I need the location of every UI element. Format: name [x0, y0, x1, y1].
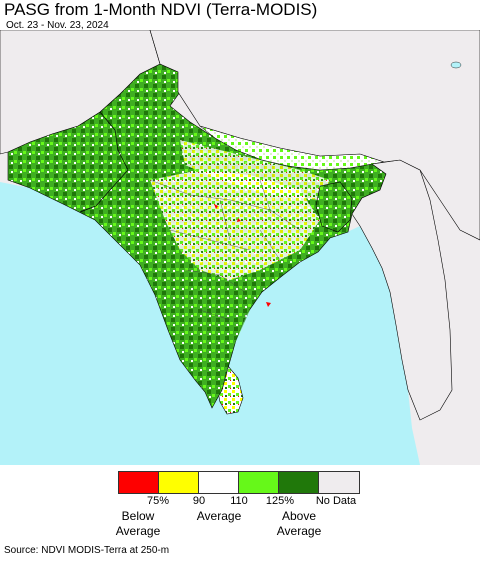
- legend-tick-no-data: No Data: [315, 495, 357, 507]
- legend-label-below-average: Below Average: [115, 509, 161, 538]
- bangladesh: [315, 181, 353, 233]
- legend-label-average: Average: [196, 509, 242, 523]
- date-range: Oct. 23 - Nov. 23, 2024: [6, 20, 109, 31]
- deccan-region: [175, 280, 250, 375]
- legend-tick-90: 90: [192, 495, 206, 507]
- legend-swatch-above-strong: [279, 472, 319, 493]
- legend-swatch-below: [159, 472, 199, 493]
- ocean-area: [0, 182, 420, 465]
- tibet-region: [149, 30, 480, 241]
- legend-label-above-average: Above Average: [276, 509, 322, 538]
- pakistan-india-border: [79, 111, 129, 213]
- legend-tick-75: 75%: [146, 495, 170, 507]
- legend-swatches: [118, 471, 360, 494]
- source-note: Source: NDVI MODIS-Terra at 250-m: [4, 545, 170, 556]
- gangetic-plain: [180, 140, 330, 200]
- legend-swatch-no-data: [319, 472, 359, 493]
- legend-swatch-average: [199, 472, 239, 493]
- legend-swatch-above: [239, 472, 279, 493]
- ndvi-map: [0, 30, 480, 465]
- legend-tick-125: 125%: [265, 495, 295, 507]
- legend-swatch-below-strong: [119, 472, 159, 493]
- central-india-region: [150, 170, 320, 280]
- legend: 75% 90 110 125% No Data Below Average Av…: [115, 471, 363, 561]
- map-title: PASG from 1-Month NDVI (Terra-MODIS): [4, 0, 318, 19]
- state-borders: [149, 179, 301, 321]
- lake: [450, 61, 462, 69]
- myanmar-land: [351, 159, 453, 421]
- legend-tick-110: 110: [230, 495, 248, 507]
